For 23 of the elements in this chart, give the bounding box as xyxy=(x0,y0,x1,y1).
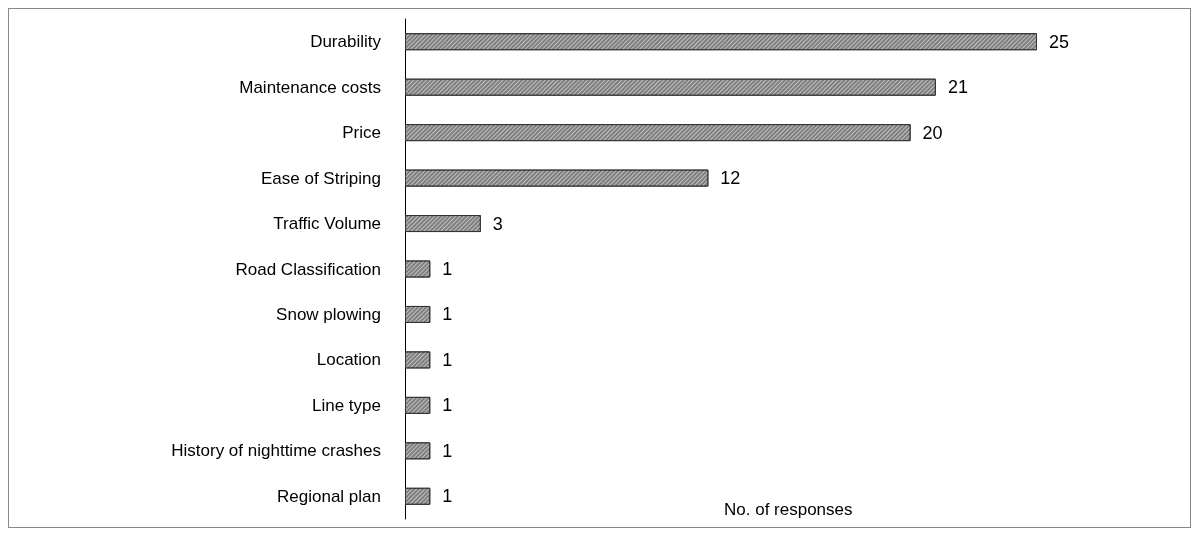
y-tick-label: Location xyxy=(316,350,381,370)
data-label: 20 xyxy=(922,122,943,143)
y-tick-label: History of nighttime crashes xyxy=(171,441,381,461)
data-label: 1 xyxy=(442,395,453,416)
y-tick-label: Price xyxy=(342,123,381,143)
data-label: 1 xyxy=(442,304,453,325)
x-axis-title: No. of responses xyxy=(724,500,853,519)
y-tick-label: Road Classification xyxy=(235,259,381,279)
y-tick-label: Regional plan xyxy=(277,486,381,506)
data-label: 3 xyxy=(492,213,503,234)
data-label: 1 xyxy=(442,349,453,370)
data-label: 12 xyxy=(720,168,741,189)
y-tick-label: Traffic Volume xyxy=(273,214,381,234)
data-label: 25 xyxy=(1049,31,1070,52)
data-label: 1 xyxy=(442,440,453,461)
data-label: 21 xyxy=(947,77,968,98)
y-tick-label: Ease of Striping xyxy=(260,168,381,188)
y-tick-label: Line type xyxy=(312,395,381,415)
data-label: 1 xyxy=(442,259,453,279)
y-tick-label: Durability xyxy=(310,32,382,52)
y-tick-label: Maintenance costs xyxy=(239,77,381,97)
y-tick-label: Snow plowing xyxy=(276,304,381,324)
data-label: 1 xyxy=(442,486,453,507)
